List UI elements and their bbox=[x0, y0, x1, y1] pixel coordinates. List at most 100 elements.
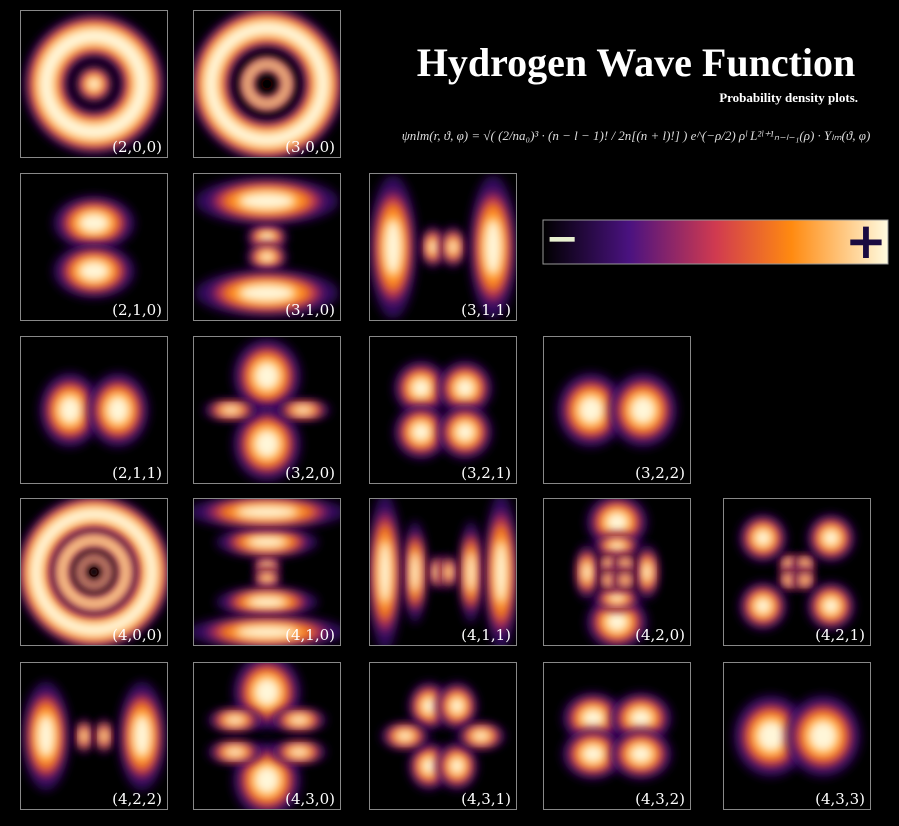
density-plot bbox=[207, 662, 327, 810]
panel-label: (4,3,3) bbox=[815, 790, 865, 808]
lobe bbox=[261, 574, 273, 584]
panel-border bbox=[543, 498, 691, 646]
panel-label: (4,2,1) bbox=[815, 626, 865, 644]
lobe bbox=[582, 560, 592, 584]
panel-border bbox=[193, 173, 341, 321]
lobe bbox=[753, 528, 773, 548]
panel: (4,3,2) bbox=[543, 662, 691, 810]
lobe bbox=[448, 696, 466, 716]
panel: (3,2,0) bbox=[193, 336, 341, 484]
density-plot bbox=[739, 514, 855, 630]
panel-label: (2,1,0) bbox=[112, 301, 162, 319]
panel-label: (3,1,1) bbox=[461, 301, 511, 319]
lobe bbox=[642, 560, 652, 584]
panel: (4,3,0) bbox=[193, 662, 341, 810]
panel-border bbox=[369, 336, 517, 484]
density-plot bbox=[557, 372, 677, 448]
lobe bbox=[420, 756, 438, 776]
panel-label: (4,2,0) bbox=[635, 626, 685, 644]
lobe bbox=[628, 707, 654, 729]
panel-label: (4,0,0) bbox=[112, 626, 162, 644]
lobe bbox=[800, 575, 810, 585]
panel: (2,1,0) bbox=[20, 173, 168, 321]
panel: (4,1,0) bbox=[193, 498, 341, 646]
lobe bbox=[100, 729, 108, 743]
panel-border bbox=[369, 173, 517, 321]
lobe bbox=[445, 565, 453, 579]
lobe bbox=[821, 596, 841, 616]
panel: (4,2,1) bbox=[723, 498, 871, 646]
lobe bbox=[471, 730, 491, 742]
lobe bbox=[57, 394, 83, 426]
density-plot bbox=[381, 682, 505, 790]
ring bbox=[78, 556, 110, 588]
panel-border bbox=[369, 498, 517, 646]
lobe bbox=[395, 730, 415, 742]
lobe bbox=[466, 551, 476, 593]
density-plot bbox=[195, 177, 339, 317]
lobe bbox=[409, 376, 433, 400]
panel-label: (4,3,2) bbox=[635, 790, 685, 808]
lobe bbox=[483, 217, 503, 277]
lobe bbox=[237, 191, 297, 211]
panel-border bbox=[193, 336, 341, 484]
panel: (3,1,1) bbox=[369, 173, 517, 321]
lobe bbox=[223, 715, 247, 725]
panel: (4,2,0) bbox=[543, 498, 691, 646]
lobe bbox=[261, 560, 273, 570]
panel: (3,1,0) bbox=[193, 173, 341, 321]
density-plot bbox=[369, 498, 517, 646]
panel-label: (4,3,0) bbox=[285, 790, 335, 808]
panel: (4,1,1) bbox=[369, 498, 517, 646]
panel-label: (3,2,2) bbox=[635, 464, 685, 482]
lobe bbox=[246, 595, 288, 609]
ring bbox=[244, 61, 290, 107]
node bbox=[261, 78, 273, 90]
lobe bbox=[628, 743, 654, 765]
panel-border bbox=[723, 498, 871, 646]
panel: (3,2,2) bbox=[543, 336, 691, 484]
panel-border bbox=[20, 498, 168, 646]
panel-border bbox=[543, 662, 691, 810]
lobe bbox=[132, 713, 152, 759]
lobe bbox=[420, 696, 438, 716]
lobe bbox=[253, 764, 281, 796]
lobe bbox=[604, 610, 630, 634]
lobe bbox=[580, 707, 606, 729]
panel-background bbox=[369, 336, 517, 484]
lobe bbox=[607, 593, 627, 603]
ring bbox=[58, 536, 130, 608]
panel-border bbox=[193, 498, 341, 646]
lobe bbox=[287, 747, 311, 757]
lobe bbox=[755, 719, 787, 753]
lobe bbox=[620, 559, 630, 569]
title: Hydrogen Wave Function bbox=[417, 40, 856, 85]
lobe bbox=[223, 747, 247, 757]
panels: (2,0,0) (3,0,0) (2,1,0) (3,1,0) (3,1,1) (2,1,… bbox=[20, 10, 871, 810]
lobe bbox=[580, 743, 606, 765]
density-plot bbox=[562, 692, 672, 780]
lobe bbox=[607, 541, 627, 551]
panel-label: (2,1,1) bbox=[112, 464, 162, 482]
density-plot bbox=[193, 10, 341, 158]
panel: (2,0,0) bbox=[20, 10, 168, 158]
panel-border bbox=[193, 662, 341, 810]
lobe bbox=[448, 238, 458, 256]
lobe bbox=[753, 596, 773, 616]
lobe bbox=[410, 551, 420, 593]
panel-border bbox=[20, 10, 168, 158]
panel-label: (3,2,1) bbox=[461, 464, 511, 482]
lobe bbox=[800, 559, 810, 569]
density-plot bbox=[22, 681, 166, 791]
lobe bbox=[428, 238, 438, 256]
lobe bbox=[234, 625, 300, 639]
panel: (4,3,1) bbox=[369, 662, 517, 810]
density-plot bbox=[20, 498, 168, 646]
density-plot bbox=[193, 498, 341, 646]
lobe bbox=[80, 729, 88, 743]
panel-border bbox=[20, 173, 168, 321]
panel-label: (3,2,0) bbox=[285, 464, 335, 482]
lobe bbox=[77, 211, 111, 235]
panel-border bbox=[20, 662, 168, 810]
